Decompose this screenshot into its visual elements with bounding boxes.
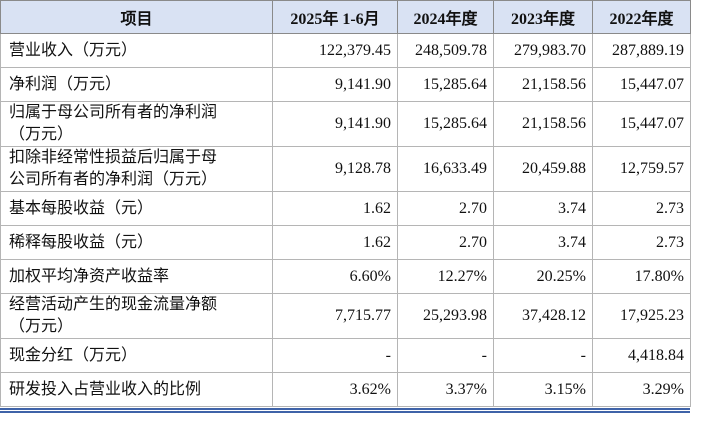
value-cell: 20,459.88 (493, 146, 593, 192)
value-cell: 15,285.64 (397, 101, 494, 147)
row-label-line: 经营活动产生的现金流量净额 (9, 296, 218, 313)
value-cell: 248,509.78 (397, 33, 494, 68)
header-cell: 2022年度 (592, 0, 691, 34)
value-cell: 3.74 (493, 191, 593, 226)
value-cell: 3.74 (493, 225, 593, 260)
value-cell: 21,158.56 (493, 101, 593, 147)
table-row: 归属于母公司所有者的净利润 （万元） 9,141.90 15,285.64 21,158… (0, 101, 691, 147)
value-cell: 3.62% (272, 372, 398, 407)
value-cell: 122,379.45 (272, 33, 398, 68)
row-label-line: 研发投入占营业收入的比例 (9, 380, 202, 398)
value-cell: 37,428.12 (493, 293, 593, 339)
row-label-cell: 加权平均净资产收益率 (0, 259, 273, 294)
value-cell: - (272, 338, 398, 373)
table-row: 研发投入占营业收入的比例 3.62% 3.37% 3.15% 3.29% (0, 372, 691, 407)
value-cell: 9,141.90 (272, 101, 398, 147)
value-cell: 3.15% (493, 372, 593, 407)
row-label-cell: 扣除非经常性损益后归属于母 公司所有者的净利润（万元） (0, 146, 273, 192)
row-label-line: 稀释每股收益（元） (9, 233, 154, 251)
value-cell: - (397, 338, 494, 373)
value-cell: 9,141.90 (272, 67, 398, 102)
value-cell: 16,633.49 (397, 146, 494, 192)
table-row: 基本每股收益（元） 1.62 2.70 3.74 2.73 (0, 191, 691, 226)
table-row: 现金分红（万元） - - -4,418.84 (0, 338, 691, 373)
table-wrap: 项目 2025年 1-6月 2024年度 2023年度 2022年度 营业收入（万元） 1… (0, 0, 691, 413)
table-row: 营业收入（万元） 122,379.45 248,509.78 279,983.70 28… (0, 33, 691, 68)
row-label-cell: 稀释每股收益（元） (0, 225, 273, 260)
value-cell: 17,925.23 (592, 293, 691, 339)
table-row: 净利润（万元） 9,141.90 15,285.64 21,158.56 15,447.… (0, 67, 691, 102)
value-cell: 15,285.64 (397, 67, 494, 102)
value-cell: 4,418.84 (592, 338, 691, 373)
value-cell: 15,447.07 (592, 101, 691, 147)
table-row: 经营活动产生的现金流量净额 （万元） 7,715.77 25,293.98 37,428… (0, 293, 691, 339)
header-row: 项目 2025年 1-6月 2024年度 2023年度 2022年度 (0, 0, 691, 34)
value-cell: 12.27% (397, 259, 494, 294)
row-label-cell: 研发投入占营业收入的比例 (0, 372, 273, 407)
value-cell: - (493, 338, 593, 373)
header-cell: 2025年 1-6月 (272, 0, 398, 34)
value-cell: 279,983.70 (493, 33, 593, 68)
value-cell: 2.70 (397, 191, 494, 226)
table-body: 营业收入（万元） 122,379.45 248,509.78 279,983.70 28… (0, 33, 691, 407)
value-cell: 2.70 (397, 225, 494, 260)
row-label-line: 净利润（万元） (9, 75, 122, 93)
value-cell: 12,759.57 (592, 146, 691, 192)
row-label-line: 基本每股收益（元） (9, 199, 154, 217)
header-cell: 2023年度 (493, 0, 593, 34)
row-label-cell: 现金分红（万元） (0, 338, 273, 373)
row-label-line: 营业收入（万元） (9, 41, 138, 59)
bottom-rule (0, 408, 690, 413)
row-label-cell: 基本每股收益（元） (0, 191, 273, 226)
row-label-cell: 营业收入（万元） (0, 33, 273, 68)
row-label-line: 现金分红（万元） (9, 346, 138, 364)
row-label-line: 加权平均净资产收益率 (9, 267, 170, 285)
table-row: 扣除非经常性损益后归属于母 公司所有者的净利润（万元） 9,128.78 16,633… (0, 146, 691, 192)
row-label-line: （万元） (9, 126, 74, 143)
row-label-cell: 经营活动产生的现金流量净额 （万元） (0, 293, 273, 339)
table-row: 稀释每股收益（元） 1.62 2.70 3.74 2.73 (0, 225, 691, 260)
value-cell: 25,293.98 (397, 293, 494, 339)
value-cell: 15,447.07 (592, 67, 691, 102)
value-cell: 2.73 (592, 191, 691, 226)
row-label-line: 归属于母公司所有者的净利润 (9, 104, 218, 121)
row-label-cell: 净利润（万元） (0, 67, 273, 102)
value-cell: 21,158.56 (493, 67, 593, 102)
value-cell: 7,715.77 (272, 293, 398, 339)
table-row: 加权平均净资产收益率 6.60% 12.27% 20.25% 17.80% (0, 259, 691, 294)
row-label-line: 公司所有者的净利润（万元） (9, 171, 218, 188)
value-cell: 1.62 (272, 225, 398, 260)
value-cell: 3.37% (397, 372, 494, 407)
value-cell: 6.60% (272, 259, 398, 294)
value-cell: 20.25% (493, 259, 593, 294)
value-cell: 17.80% (592, 259, 691, 294)
header-cell: 项目 (0, 0, 273, 34)
value-cell: 9,128.78 (272, 146, 398, 192)
header-cell: 2024年度 (397, 0, 494, 34)
row-label-cell: 归属于母公司所有者的净利润 （万元） (0, 101, 273, 147)
value-cell: 3.29% (592, 372, 691, 407)
row-label-line: （万元） (9, 318, 74, 335)
value-cell: 1.62 (272, 191, 398, 226)
row-label-line: 扣除非经常性损益后归属于母 (9, 149, 218, 166)
value-cell: 287,889.19 (592, 33, 691, 68)
value-cell: 2.73 (592, 225, 691, 260)
data-table: 项目 2025年 1-6月 2024年度 2023年度 2022年度 营业收入（万元） 1… (0, 0, 691, 407)
